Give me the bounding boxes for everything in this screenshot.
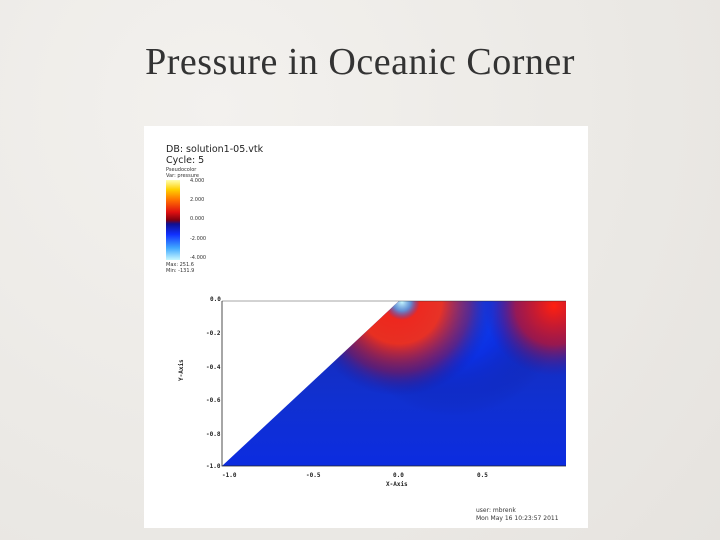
slide-title: Pressure in Oceanic Corner (145, 41, 575, 83)
max-label: Max: 251.6 (166, 262, 194, 268)
legend-tick: -2.000 (190, 236, 207, 242)
plot-type-label: Pseudocolor (166, 167, 197, 173)
y-tick-label: -0.2 (206, 330, 221, 337)
x-tick-label: 0.5 (477, 472, 488, 479)
axes-frame (221, 301, 566, 467)
min-label: Min: -131.9 (166, 268, 195, 274)
user-label: user: mbrenk (476, 507, 516, 514)
legend-tick: -4.000 (190, 255, 207, 261)
database-label: DB: solution1-05.vtk (166, 144, 264, 155)
x-tick-label: -1.0 (222, 472, 237, 479)
cycle-label: Cycle: 5 (166, 155, 205, 166)
pressure-field (222, 301, 566, 466)
x-axis-title: X-Axis (386, 481, 408, 488)
timestamp-label: Mon May 16 10:23:57 2011 (476, 515, 559, 522)
legend-tick: 2.000 (190, 197, 205, 203)
visit-plot-panel: DB: solution1-05.vtk Cycle: 5 Pseudocolo… (144, 126, 588, 528)
legend-tick: 4.000 (190, 178, 205, 184)
y-axis-title: Y-Axis (178, 359, 185, 381)
legend-tick: 0.000 (190, 216, 205, 222)
variable-label: Pseudocolor Var: pressure (166, 167, 199, 179)
y-tick-label: 0.0 (210, 296, 221, 303)
color-legend-bar (166, 180, 180, 260)
y-tick-label: -1.0 (206, 463, 221, 470)
x-tick-label: -0.5 (306, 472, 321, 479)
variable-name-label: Var: pressure (166, 173, 199, 179)
pressure-field-plot (221, 300, 566, 467)
y-tick-label: -0.8 (206, 431, 221, 438)
y-tick-label: -0.4 (206, 364, 221, 371)
y-tick-label: -0.6 (206, 397, 221, 404)
x-tick-label: 0.0 (393, 472, 404, 479)
